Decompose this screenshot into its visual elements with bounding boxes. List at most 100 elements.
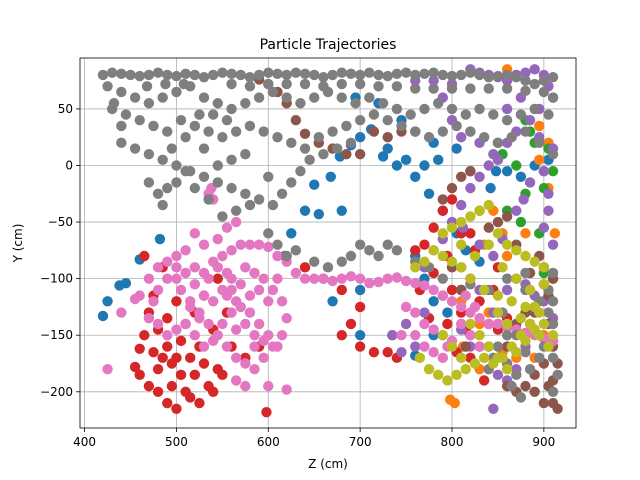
data-point [423,188,435,199]
data-point [189,69,201,81]
data-point [543,188,554,199]
data-point [189,330,201,341]
data-point [345,318,357,330]
data-point [272,341,283,352]
data-point [520,75,531,86]
data-point [272,132,283,143]
data-point [483,83,494,94]
data-point [511,72,522,83]
y-axis-ticks: 50 0 −50 −100 −150 −200 [40,102,80,399]
data-point [492,70,504,82]
data-point [276,188,288,199]
x-tick-label: 900 [532,435,555,449]
data-point [373,276,384,288]
data-point [465,228,476,239]
data-point [207,109,219,120]
data-point [419,307,430,318]
y-axis-label: Y (cm) [11,224,25,264]
data-point [217,318,228,330]
data-point [520,228,531,239]
data-point [455,301,467,313]
data-point [354,273,366,284]
data-point [483,160,494,171]
data-point [433,98,444,109]
data-point [419,318,430,330]
data-point [141,81,153,92]
data-point [538,262,550,273]
data-point [552,369,563,381]
data-point [396,120,407,132]
data-point [373,250,384,262]
data-point [235,279,246,290]
data-point [400,301,412,313]
data-point [455,132,467,143]
data-point [162,313,173,324]
data-point [253,318,265,330]
data-point [240,148,251,160]
data-point [520,85,531,97]
data-point [387,330,398,341]
data-point [189,262,201,273]
data-point [474,171,485,183]
data-point [318,72,329,83]
data-point [354,301,366,313]
data-point [116,307,127,318]
data-point [336,67,347,78]
data-point [520,250,531,262]
data-point [501,330,513,341]
data-point [547,330,559,341]
data-point [410,126,421,137]
data-point [230,205,242,216]
y-tick-label: −100 [40,272,73,286]
data-point [263,228,274,239]
data-point [221,290,233,301]
data-point [492,307,504,318]
data-point [547,72,559,83]
data-point [203,318,214,330]
data-point [221,115,233,126]
data-point [405,109,416,120]
data-point [175,284,187,296]
data-point [178,78,189,90]
data-point [419,256,430,267]
data-point [410,330,421,341]
data-point [336,205,347,216]
data-point [437,205,449,216]
data-point [286,177,297,188]
data-point [157,199,168,211]
data-point [253,92,265,103]
data-point [410,277,421,289]
data-point [129,92,141,103]
data-point [455,262,467,273]
data-point [143,148,155,160]
data-point [410,341,421,352]
data-point [446,194,458,205]
data-point [391,245,403,256]
data-point [350,98,361,109]
data-point [419,160,430,171]
data-point [488,358,499,369]
y-tick-label: −200 [40,385,73,399]
data-point [207,296,219,307]
data-point [152,262,164,273]
data-point [524,115,536,126]
data-point [263,241,274,253]
data-point [529,64,540,75]
data-point [322,262,334,273]
data-point [501,165,513,177]
data-point [336,256,347,267]
data-point [538,86,550,98]
data-point [419,341,430,352]
data-point [437,250,449,262]
data-point [272,68,283,80]
data-point [160,78,171,90]
data-point [534,330,545,341]
data-point [364,67,375,78]
data-point [244,199,256,211]
data-point [162,397,173,409]
data-point [318,273,329,284]
data-point [263,380,274,392]
data-point [249,341,260,352]
data-point [281,78,292,90]
